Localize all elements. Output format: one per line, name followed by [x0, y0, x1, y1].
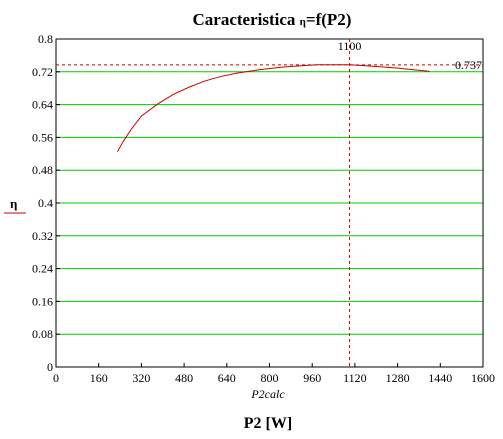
y-tick-label: 0.24 — [32, 262, 53, 276]
y-tick-label: 0.72 — [32, 65, 53, 79]
y-tick-label: 0.32 — [32, 229, 53, 243]
y-axis-ticks: 0 0.08 0.16 0.24 0.32 0.4 0.48 0.56 0.64 0.72 0.8 — [32, 32, 60, 374]
marker-y-label: 0.737 — [455, 58, 482, 72]
marker-x-label: 1100 — [338, 39, 362, 53]
grid — [56, 71, 483, 335]
markers-layer: 1100 0.737 — [56, 39, 483, 367]
series-layer — [116, 64, 430, 153]
y-tick-label: 0.48 — [32, 163, 53, 177]
y-tick-label: 0.8 — [38, 32, 53, 46]
x-tick-label: 1600 — [471, 371, 495, 385]
y-axis-label: η — [10, 196, 17, 211]
chart-title-rest: =f(P2) — [306, 10, 352, 29]
y-tick-label: 0.4 — [38, 196, 53, 210]
x-axis-label: P2 [W] — [244, 415, 292, 432]
x-tick-label: 640 — [218, 371, 236, 385]
x-axis-tick-caption: P2calc — [250, 387, 285, 401]
x-tick-label: 1440 — [428, 371, 452, 385]
y-tick-label: 0.08 — [32, 327, 53, 341]
x-tick-label: 160 — [90, 371, 108, 385]
x-tick-label: 960 — [303, 371, 321, 385]
chart-title-main: Caracteristica — [193, 10, 300, 29]
y-tick-label: 0.64 — [32, 98, 53, 112]
x-tick-label: 1280 — [386, 371, 410, 385]
series-line-0 — [116, 64, 430, 153]
x-tick-label: 1120 — [343, 371, 367, 385]
chart-title-greek: η — [300, 16, 306, 28]
y-tick-label: 0.16 — [32, 294, 53, 308]
y-tick-label: 0 — [47, 360, 53, 374]
x-tick-label: 0 — [53, 371, 59, 385]
x-tick-label: 800 — [261, 371, 279, 385]
y-tick-label: 0.56 — [32, 130, 53, 144]
chart-title: Caracteristica η=f(P2) — [193, 10, 352, 29]
x-axis-ticks: 0 160 320 480 640 800 960 1120 1280 1440 1600 — [53, 363, 495, 385]
x-tick-label: 320 — [132, 371, 150, 385]
x-tick-label: 480 — [175, 371, 193, 385]
